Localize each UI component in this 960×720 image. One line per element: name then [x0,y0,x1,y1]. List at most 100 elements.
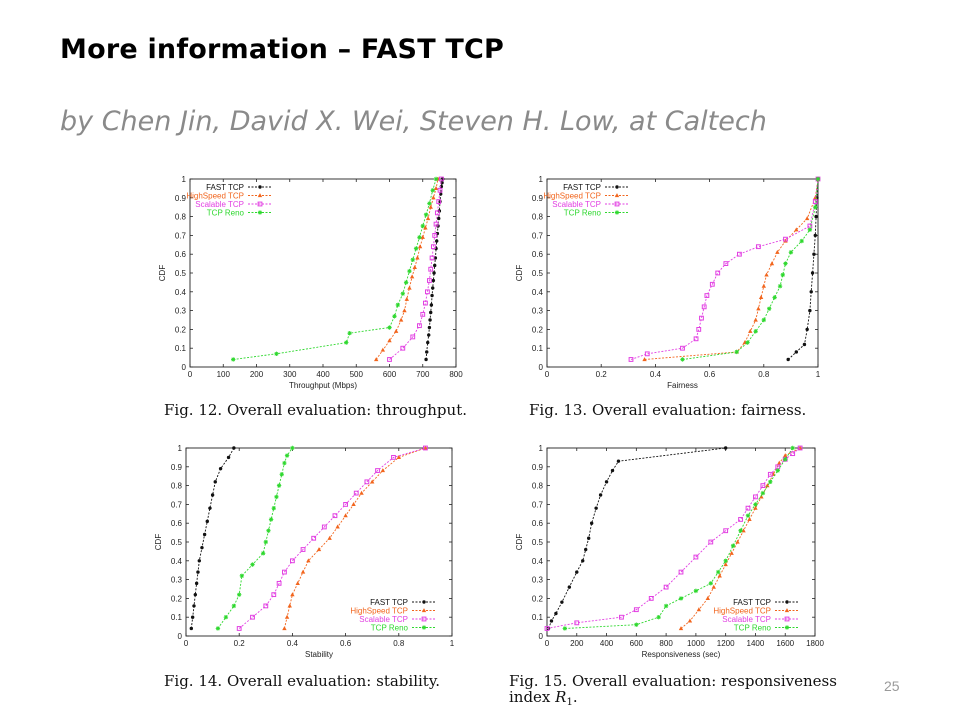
data-point [210,493,215,497]
legend-marker [614,193,620,198]
data-point [786,357,790,362]
data-point [425,350,429,354]
data-point [332,513,338,519]
data-point [404,296,409,301]
data-point [271,592,277,598]
data-point [723,528,729,534]
x-tick-label: 0.6 [340,639,352,648]
data-point [311,535,317,541]
data-point [723,261,729,267]
data-point [396,455,401,459]
data-point [610,468,615,473]
data-point [723,562,728,567]
data-point [709,281,715,287]
data-point [387,338,392,343]
data-point [745,340,750,345]
data-point [431,286,435,290]
y-tick-label: 1 [539,175,544,184]
data-point [306,558,311,563]
data-point [380,347,386,352]
data-point [758,295,764,300]
data-point [284,453,290,458]
slide-title: More information – FAST TCP [60,34,505,65]
data-point [663,603,669,609]
data-point [814,214,818,219]
data-point [594,506,598,510]
data-point [738,517,743,522]
data-point [353,490,359,496]
data-point [400,291,405,296]
y-tick-label: 0.5 [532,538,544,547]
data-point [760,483,766,489]
data-point [380,468,386,473]
plot-frame [185,447,453,637]
data-point [189,626,194,631]
data-point [433,263,437,268]
data-point [730,543,736,548]
data-point [634,622,639,627]
x-tick-label: 500 [350,370,364,379]
data-point [790,445,795,451]
data-point [589,521,594,525]
x-tick-label: 1000 [687,639,705,648]
y-tick-label: 0.1 [175,344,187,353]
data-point [263,603,269,609]
data-point [738,528,743,533]
series-line [630,178,819,360]
legend-marker [421,625,427,630]
data-point [276,580,282,586]
data-point [370,479,375,484]
data-point [783,261,788,266]
x-tick-label: 1600 [776,639,794,648]
data-point [735,539,740,544]
data-point [387,325,392,330]
data-point [429,255,435,261]
data-point [790,451,796,457]
data-point [737,251,742,257]
data-point [705,596,710,600]
data-point [745,513,751,518]
x-tick-label: 200 [250,370,264,379]
data-point [729,550,734,555]
page-number: 25 [884,678,900,694]
x-tick-label: 0.4 [650,370,662,379]
data-point [427,201,432,206]
y-tick-label: 0.1 [532,613,544,622]
data-point [753,505,758,510]
legend-label: FAST TCP [733,598,771,607]
data-point [759,494,764,499]
y-tick-label: 0.9 [171,463,183,472]
x-tick-label: 0.8 [758,370,770,379]
data-point [777,283,783,289]
data-point [250,562,255,567]
data-point [375,468,380,473]
y-axis-label: CDF [515,534,524,551]
data-point [423,445,428,451]
data-point [236,626,242,631]
data-point [619,614,624,620]
series-scalable-tcp [628,176,821,362]
data-point [271,505,276,511]
data-point [794,227,799,232]
data-point [764,272,769,277]
data-point [391,455,396,460]
data-point [723,558,728,563]
data-point [427,325,432,330]
data-point [274,494,279,500]
y-tick-label: 0.2 [532,325,544,334]
data-point [430,188,435,193]
series-line [238,447,426,629]
x-tick-label: 400 [600,639,614,648]
y-tick-label: 0.5 [532,269,544,278]
data-point [799,238,804,244]
data-point [633,607,639,613]
data-point [575,570,579,574]
plot-frame [546,178,819,368]
data-point [290,592,295,597]
data-point [693,336,699,342]
data-point [433,256,438,260]
data-point [581,559,585,563]
